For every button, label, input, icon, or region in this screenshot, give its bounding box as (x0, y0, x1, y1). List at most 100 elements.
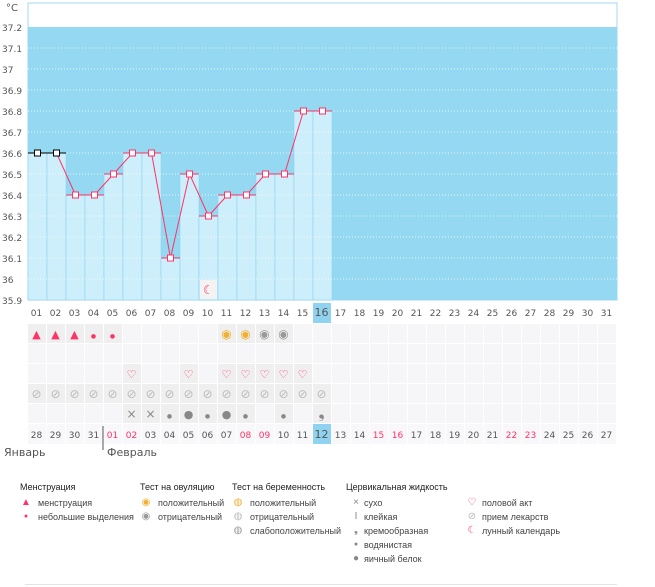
date-cell (465, 424, 483, 444)
pill-icon: ⊘ (259, 387, 269, 401)
cycle-day-label: 13 (259, 309, 270, 319)
icon-cell (294, 344, 312, 363)
calendar-date: 11 (297, 431, 308, 441)
cycle-day-label: 20 (392, 309, 404, 319)
icon-cell (408, 364, 426, 383)
icon-cell (313, 344, 331, 363)
icon-cell (389, 404, 407, 423)
icon-cell (275, 344, 293, 363)
icon-cell (256, 384, 274, 403)
icon-cell (541, 384, 559, 403)
icon-cell (484, 364, 502, 383)
calendar-date: 31 (88, 431, 99, 441)
icon-cell (66, 324, 84, 343)
icon-cell (85, 404, 103, 423)
icon-cell (218, 344, 236, 363)
temperature-bar (46, 152, 67, 301)
eggwhite-icon: ● (184, 408, 194, 421)
legend-label: кремообразная (364, 526, 429, 536)
calendar-date: 16 (392, 431, 404, 441)
icon-cell (161, 324, 179, 343)
icon-cell (560, 344, 578, 363)
calendar-date: 18 (430, 431, 442, 441)
pill-icon: ⊘ (221, 387, 231, 401)
cycle-day-label: 14 (278, 309, 290, 319)
cycle-day-label: 28 (544, 309, 556, 319)
calendar-date: 27 (601, 431, 612, 441)
temperature-bar (293, 110, 314, 301)
date-cell (484, 424, 502, 444)
icon-cell (503, 344, 521, 363)
legend-label: отрицательный (158, 512, 223, 522)
ovulation-negative-icon: ◉ (141, 511, 151, 522)
pregnancy-weak-icon: ◍ (233, 525, 243, 536)
date-cell (560, 424, 578, 444)
date-cell (579, 424, 597, 444)
date-cell (180, 424, 198, 444)
icon-cell (256, 344, 274, 363)
icon-cell (370, 344, 388, 363)
month-february: Февраль (107, 446, 157, 459)
icon-cell (522, 324, 540, 343)
temperature-point (205, 212, 212, 220)
y-tick-label: 36.9 (2, 87, 22, 97)
date-cell (332, 424, 350, 444)
legend-label: небольшие выделения (38, 512, 134, 522)
icon-cell (389, 324, 407, 343)
ovulation-positive-icon: ◉ (221, 327, 231, 341)
legend-menstruation: Менструация ▲ менструация ● небольшие выде… (20, 482, 134, 524)
temperature-line-segment (284, 110, 304, 175)
icon-cell (427, 344, 445, 363)
cycle-day-label: 24 (468, 309, 480, 319)
icon-cell (180, 344, 198, 363)
icon-cell (142, 404, 160, 423)
icon-cell (199, 404, 217, 423)
icon-cell (541, 404, 559, 423)
date-cell (47, 424, 65, 444)
y-tick-label: 36.5 (2, 171, 22, 181)
pill-icon: ⊘ (107, 387, 117, 401)
icon-cell (237, 324, 255, 343)
icon-cell (85, 364, 103, 383)
icon-cell (560, 364, 578, 383)
y-tick-label: 36.1 (2, 255, 22, 265)
calendar-date: 22 (506, 431, 517, 441)
date-cell (351, 424, 369, 444)
icon-cell (237, 384, 255, 403)
moon-icon: ☾ (467, 525, 477, 536)
temperature-bar (141, 152, 162, 301)
cycle-day-label: 19 (373, 309, 385, 319)
icon-cell (465, 364, 483, 383)
pill-icon: ⊘ (316, 387, 326, 401)
icon-cell (598, 324, 616, 343)
icon-cell (180, 324, 198, 343)
legend-label: положительный (250, 498, 317, 508)
date-cell (541, 424, 559, 444)
pregnancy-positive-icon: ◍ (233, 497, 243, 508)
pill-icon: ⊘ (164, 387, 174, 401)
icon-cell (579, 404, 597, 423)
temperature-bar (312, 110, 333, 301)
legend-ovulation: Тест на овуляцию ◉ положительный ◉ отрицат… (140, 482, 224, 524)
cycle-day-label: 23 (449, 309, 460, 319)
temperature-line-segment (189, 173, 209, 217)
spotting-icon: ● (23, 513, 29, 520)
cycle-day-label: 09 (183, 309, 195, 319)
date-cell (218, 424, 236, 444)
icon-cell (522, 344, 540, 363)
temperature-line-segment (151, 152, 171, 259)
heart-icon: ♡ (241, 368, 251, 381)
cycle-day-label: 02 (50, 309, 61, 319)
icon-cell (237, 344, 255, 363)
date-cell (142, 424, 160, 444)
cycle-day-label: 11 (221, 309, 232, 319)
calendar-date: 07 (221, 431, 232, 441)
icon-cell (85, 384, 103, 403)
legend-label: лунный календарь (482, 526, 561, 536)
watery-icon: ● (167, 413, 172, 420)
icon-cell (465, 384, 483, 403)
icon-cell (275, 364, 293, 383)
icon-cell (351, 364, 369, 383)
icon-cell (294, 384, 312, 403)
temperature-point (186, 170, 193, 178)
